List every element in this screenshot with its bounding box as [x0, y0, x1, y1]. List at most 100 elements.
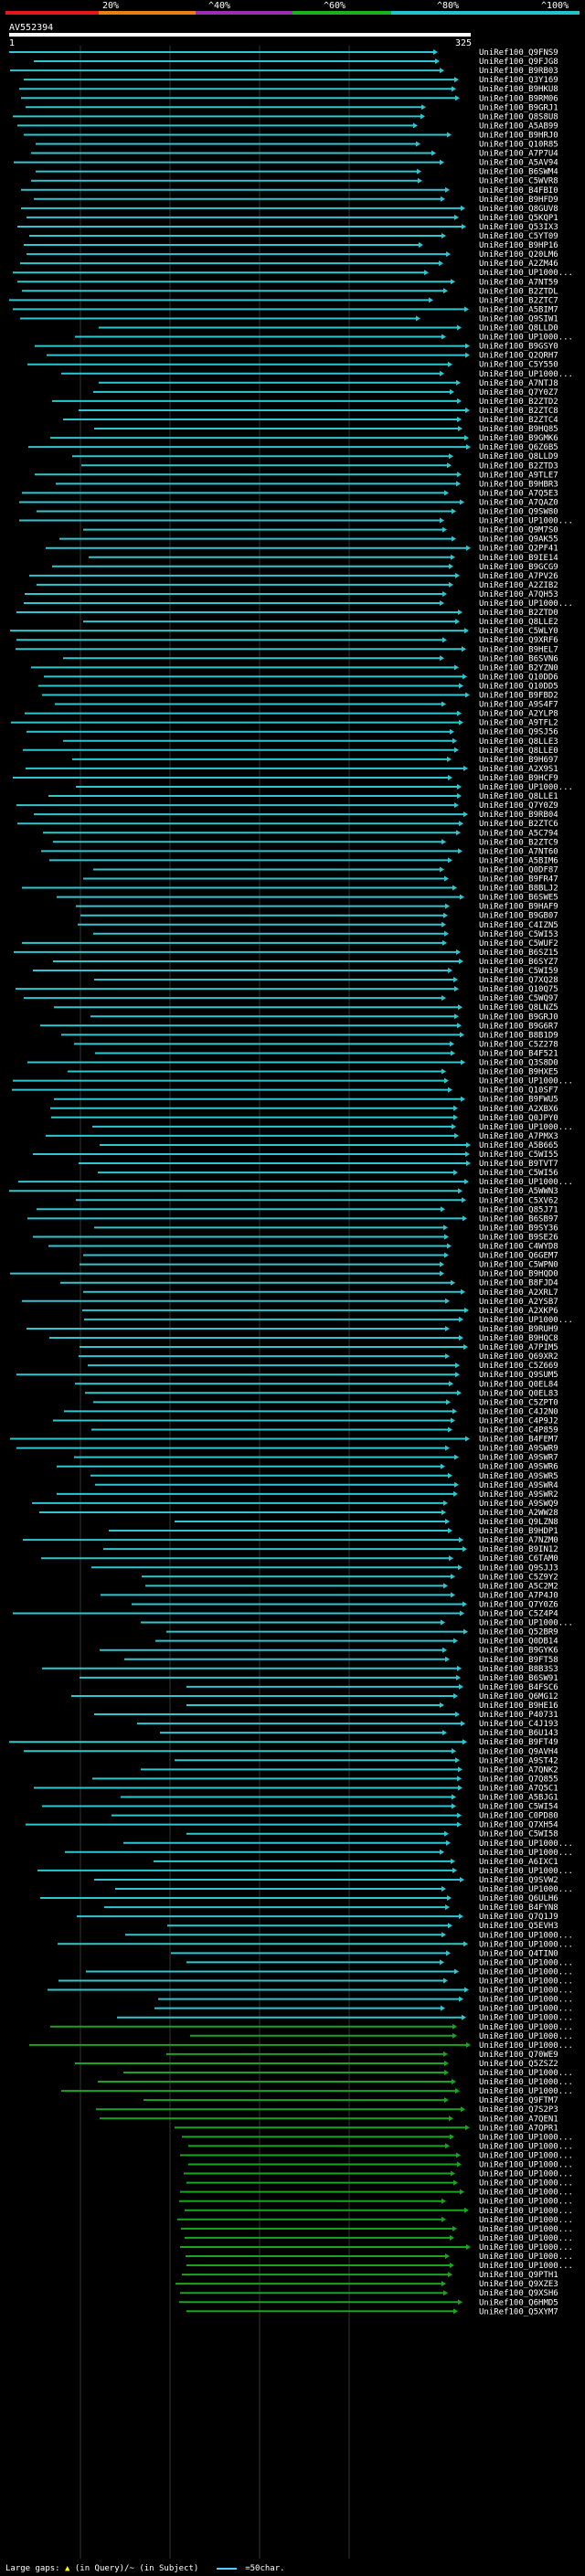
hit-label[interactable]: UniRef100_C4IZN5 — [479, 921, 558, 930]
hit-label[interactable]: UniRef100_Q8LLD0 — [479, 324, 558, 334]
hit-label[interactable]: UniRef100_Q6Z6B5 — [479, 443, 558, 452]
hit-label[interactable]: UniRef100_B9RB04 — [479, 811, 558, 820]
hit-label[interactable]: UniRef100_UP1000... — [479, 2014, 573, 2023]
hit-label[interactable]: UniRef100_B8BLJ2 — [479, 885, 558, 894]
hit-label[interactable]: UniRef100_Q9LZN8 — [479, 1518, 558, 1527]
hit-label[interactable]: UniRef100_B9RUH9 — [479, 1325, 558, 1334]
hit-label[interactable]: UniRef100_UP1000... — [479, 2161, 573, 2170]
hit-label[interactable]: UniRef100_C5WLY0 — [479, 627, 558, 636]
hit-label[interactable]: UniRef100_UP1000... — [479, 2225, 573, 2234]
hit-label[interactable]: UniRef100_A5WWN3 — [479, 1187, 558, 1196]
hit-label[interactable]: UniRef100_Q9XRF6 — [479, 636, 558, 645]
hit-label[interactable]: UniRef100_B9HFD9 — [479, 196, 558, 205]
hit-label[interactable]: UniRef100_UP1000... — [479, 2207, 573, 2216]
hit-label[interactable]: UniRef100_A7Q5C1 — [479, 1784, 558, 1793]
hit-label[interactable]: UniRef100_A9ST42 — [479, 1756, 558, 1765]
hit-label[interactable]: UniRef100_Q9SIW1 — [479, 314, 558, 323]
hit-label[interactable]: UniRef100_B9HRJ0 — [479, 131, 558, 140]
hit-label[interactable]: UniRef100_A7P4J0 — [479, 1591, 558, 1600]
hit-label[interactable]: UniRef100_P40731 — [479, 1711, 558, 1720]
hit-label[interactable]: UniRef100_B9GMK6 — [479, 434, 558, 443]
hit-label[interactable]: UniRef100_A5BJG1 — [479, 1794, 558, 1803]
hit-label[interactable]: UniRef100_UP1000... — [479, 2189, 573, 2198]
hit-label[interactable]: UniRef100_Q10Q75 — [479, 985, 558, 994]
hit-label[interactable]: UniRef100_B9FBD2 — [479, 692, 558, 701]
hit-label[interactable]: UniRef100_B9HP16 — [479, 241, 558, 250]
hit-label[interactable]: UniRef100_B4FYN8 — [479, 1903, 558, 1913]
hit-label[interactable]: UniRef100_B9HXE5 — [479, 1068, 558, 1077]
hit-label[interactable]: UniRef100_B9GYK6 — [479, 1647, 558, 1656]
hit-label[interactable]: UniRef100_Q6GEM7 — [479, 1252, 558, 1261]
hit-label[interactable]: UniRef100_A5AB99 — [479, 122, 558, 131]
hit-label[interactable]: UniRef100_B6SWE5 — [479, 894, 558, 903]
hit-label[interactable]: UniRef100_UP1000... — [479, 2133, 573, 2142]
hit-label[interactable]: UniRef100_B2ZTDL — [479, 287, 558, 296]
hit-label[interactable]: UniRef100_UP1000... — [479, 1885, 573, 1894]
hit-label[interactable]: UniRef100_A9TFL2 — [479, 719, 558, 728]
hit-label[interactable]: UniRef100_B8B1D9 — [479, 1031, 558, 1040]
hit-label[interactable]: UniRef100_UP1000... — [479, 2198, 573, 2207]
hit-label[interactable]: UniRef100_C5WI53 — [479, 930, 558, 939]
hit-label[interactable]: UniRef100_B4FEM7 — [479, 1436, 558, 1445]
hit-label[interactable]: UniRef100_UP1000... — [479, 1077, 573, 1087]
hit-label[interactable]: UniRef100_B9IN12 — [479, 1545, 558, 1554]
hit-label[interactable]: UniRef100_C5Z4P4 — [479, 1610, 558, 1619]
hit-label[interactable]: UniRef100_UP1000... — [479, 2005, 573, 2014]
hit-label[interactable]: UniRef100_B9HQ85 — [479, 425, 558, 434]
hit-label[interactable]: UniRef100_A2XRL7 — [479, 1288, 558, 1298]
hit-label[interactable]: UniRef100_A7NT59 — [479, 278, 558, 287]
hit-label[interactable]: UniRef100_Q9SJJ3 — [479, 1564, 558, 1573]
hit-label[interactable]: UniRef100_B2ZTD3 — [479, 461, 558, 471]
hit-label[interactable]: UniRef100_UP1000... — [479, 2078, 573, 2087]
hit-label[interactable]: UniRef100_C4J193 — [479, 1720, 558, 1729]
hit-label[interactable]: UniRef100_UP1000... — [479, 2023, 573, 2032]
hit-label[interactable]: UniRef100_A9SWQ9 — [479, 1500, 558, 1509]
hit-label[interactable]: UniRef100_B9FT49 — [479, 1738, 558, 1747]
hit-label[interactable]: UniRef100_A9SWR5 — [479, 1472, 558, 1481]
hit-label[interactable]: UniRef100_C4J2N0 — [479, 1407, 558, 1416]
hit-label[interactable]: UniRef100_UP1000... — [479, 1958, 573, 1967]
hit-label[interactable]: UniRef100_Q0DB14 — [479, 1638, 558, 1647]
hit-label[interactable]: UniRef100_Q9AK55 — [479, 535, 558, 545]
hit-label[interactable]: UniRef100_Q0EL83 — [479, 1389, 558, 1398]
hit-label[interactable]: UniRef100_UP1000... — [479, 269, 573, 278]
hit-label[interactable]: UniRef100_B9G6R7 — [479, 1022, 558, 1031]
hit-label[interactable]: UniRef100_C4P859 — [479, 1426, 558, 1436]
hit-label[interactable]: UniRef100_A9TLE7 — [479, 471, 558, 480]
hit-label[interactable]: UniRef100_Q9PTH1 — [479, 2271, 558, 2280]
hit-label[interactable]: UniRef100_B9SE26 — [479, 1233, 558, 1242]
hit-label[interactable]: UniRef100_UP1000... — [479, 1940, 573, 1949]
hit-label[interactable]: UniRef100_UP1000... — [479, 2170, 573, 2179]
hit-label[interactable]: UniRef100_Q7S2P3 — [479, 2105, 558, 2115]
hit-label[interactable]: UniRef100_B9FR47 — [479, 875, 558, 885]
hit-label[interactable]: UniRef100_UP1000... — [479, 2243, 573, 2253]
hit-label[interactable]: UniRef100_A7PMX3 — [479, 1132, 558, 1141]
hit-label[interactable]: UniRef100_B2ZTC6 — [479, 820, 558, 829]
hit-label[interactable]: UniRef100_UP1000... — [479, 517, 573, 526]
hit-label[interactable]: UniRef100_UP1000... — [479, 370, 573, 379]
hit-label[interactable]: UniRef100_Q52BR9 — [479, 1628, 558, 1638]
hit-label[interactable]: UniRef100_Q8LLE0 — [479, 747, 558, 756]
hit-label[interactable]: UniRef100_UP1000... — [479, 1967, 573, 1977]
hit-label[interactable]: UniRef100_B9HEL7 — [479, 645, 558, 654]
hit-label[interactable]: UniRef100_B2ZTC8 — [479, 407, 558, 416]
hit-label[interactable]: UniRef100_A7PV26 — [479, 572, 558, 581]
hit-label[interactable]: UniRef100_Q9FJG8 — [479, 58, 558, 67]
hit-label[interactable]: UniRef100_B9RB03 — [479, 67, 558, 76]
hit-label[interactable]: UniRef100_A7QPR1 — [479, 2124, 558, 2133]
hit-label[interactable]: UniRef100_UP1000... — [479, 2087, 573, 2096]
hit-label[interactable]: UniRef100_A7NZM0 — [479, 1536, 558, 1545]
hit-label[interactable]: UniRef100_B2ZTC9 — [479, 838, 558, 847]
hit-label[interactable]: UniRef100_B9HCF9 — [479, 774, 558, 783]
hit-label[interactable]: UniRef100_A9SWR6 — [479, 1463, 558, 1472]
hit-label[interactable]: UniRef100_Q8LLE2 — [479, 618, 558, 627]
hit-label[interactable]: UniRef100_Q8LLD9 — [479, 452, 558, 461]
hit-label[interactable]: UniRef100_C4P9J2 — [479, 1416, 558, 1426]
hit-label[interactable]: UniRef100_C5WI54 — [479, 1803, 558, 1812]
hit-label[interactable]: UniRef100_Q9FTM7 — [479, 2096, 558, 2105]
hit-label[interactable]: UniRef100_Q9SJ56 — [479, 728, 558, 737]
hit-label[interactable]: UniRef100_A2WW28 — [479, 1509, 558, 1518]
hit-label[interactable]: UniRef100_B9HBR3 — [479, 480, 558, 489]
hit-label[interactable]: UniRef100_B2ZTD0 — [479, 609, 558, 618]
hit-label[interactable]: UniRef100_A2ZIB2 — [479, 581, 558, 590]
